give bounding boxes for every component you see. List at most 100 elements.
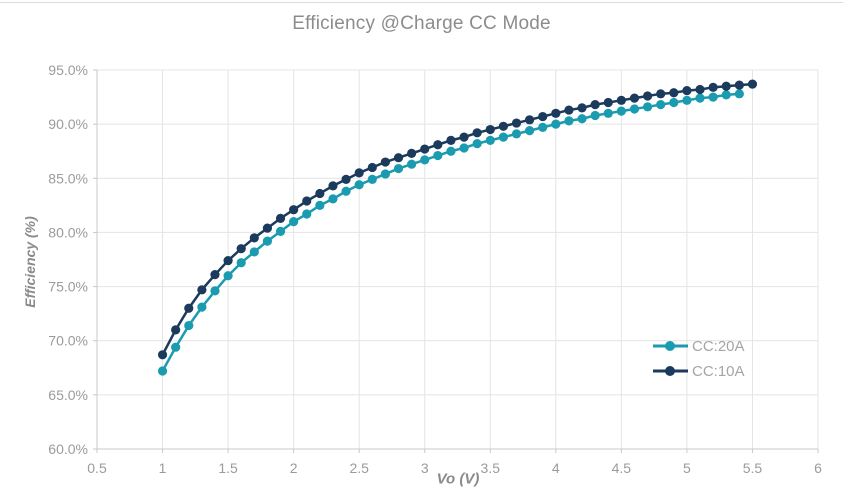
- series-marker-cc-20a: [249, 247, 259, 257]
- series-marker-cc-10a: [446, 135, 456, 145]
- series-marker-cc-20a: [708, 92, 718, 102]
- series-marker-cc-10a: [642, 91, 653, 101]
- series-marker-cc-20a: [603, 108, 613, 118]
- series-marker-cc-10a: [525, 115, 535, 125]
- series-marker-cc-10a: [721, 81, 731, 91]
- series-marker-cc-10a: [498, 121, 508, 131]
- series-marker-cc-20a: [485, 135, 495, 145]
- x-tick-label: 3.5: [481, 460, 501, 476]
- x-tick-label: 6: [814, 460, 822, 476]
- legend-label-cc-10a: CC:10A: [692, 363, 745, 380]
- x-tick-label: 5.5: [743, 460, 763, 476]
- series-marker-cc-20a: [551, 119, 561, 129]
- series-marker-cc-20a: [656, 100, 666, 110]
- x-tick-label: 1.5: [218, 460, 238, 476]
- series-marker-cc-20a: [669, 97, 679, 108]
- x-tick-label: 4.5: [612, 460, 632, 476]
- series-marker-cc-10a: [511, 118, 522, 128]
- series-marker-cc-10a: [367, 162, 377, 173]
- series-marker-cc-20a: [642, 102, 653, 112]
- series-marker-cc-20a: [171, 342, 181, 352]
- series-marker-cc-20a: [407, 159, 417, 169]
- y-tick-label: 95.0%: [48, 62, 88, 78]
- series-marker-cc-20a: [590, 110, 600, 121]
- x-tick-label: 0.5: [87, 460, 107, 476]
- y-tick-label: 60.0%: [48, 441, 88, 457]
- legend-marker-cc-10a: [665, 366, 675, 376]
- series-marker-cc-20a: [354, 180, 364, 190]
- series-marker-cc-10a: [315, 188, 325, 199]
- series-marker-cc-20a: [577, 114, 587, 124]
- series-marker-cc-20a: [328, 194, 338, 204]
- series-marker-cc-10a: [210, 270, 220, 280]
- series-marker-cc-20a: [223, 271, 233, 281]
- series-marker-cc-10a: [734, 80, 744, 90]
- y-tick-label: 80.0%: [48, 224, 88, 240]
- series-marker-cc-10a: [393, 153, 404, 163]
- series-marker-cc-20a: [721, 90, 731, 100]
- series-marker-cc-10a: [249, 233, 259, 243]
- x-tick-label: 4: [552, 460, 560, 476]
- series-marker-cc-10a: [564, 105, 574, 115]
- series-marker-cc-10a: [328, 181, 338, 191]
- series-marker-cc-10a: [223, 255, 233, 266]
- series-marker-cc-10a: [302, 196, 312, 206]
- series-marker-cc-10a: [590, 100, 600, 110]
- legend-marker-cc-20a: [665, 341, 675, 351]
- series-marker-cc-20a: [315, 200, 325, 210]
- x-axis-title: Vo (V): [436, 470, 480, 488]
- series-marker-cc-10a: [682, 85, 692, 96]
- series-marker-cc-10a: [538, 111, 548, 122]
- series-marker-cc-20a: [341, 186, 351, 196]
- series-marker-cc-20a: [564, 116, 574, 126]
- series-marker-cc-10a: [262, 223, 273, 233]
- series-marker-cc-20a: [734, 89, 744, 99]
- series-marker-cc-10a: [184, 303, 194, 313]
- series-marker-cc-20a: [236, 258, 246, 268]
- series-marker-cc-10a: [577, 103, 587, 113]
- series-marker-cc-20a: [380, 169, 390, 179]
- series-marker-cc-20a: [289, 217, 299, 227]
- series-marker-cc-10a: [236, 244, 246, 254]
- series-marker-cc-20a: [682, 95, 692, 105]
- series-marker-cc-20a: [210, 286, 220, 296]
- series-marker-cc-10a: [747, 79, 758, 89]
- series-marker-cc-20a: [511, 129, 522, 139]
- series-marker-cc-10a: [485, 124, 495, 135]
- series-marker-cc-10a: [656, 89, 666, 99]
- x-tick-label: 5: [683, 460, 691, 476]
- series-marker-cc-20a: [498, 132, 508, 142]
- series-marker-cc-10a: [459, 132, 469, 142]
- x-tick-label: 2: [290, 460, 298, 476]
- series-line-cc-10a: [161, 82, 753, 356]
- series-marker-cc-10a: [275, 213, 286, 223]
- y-tick-label: 90.0%: [48, 116, 88, 132]
- series-marker-cc-10a: [341, 174, 351, 184]
- x-tick-label: 1: [159, 460, 167, 476]
- series-marker-cc-10a: [695, 84, 705, 95]
- series-marker-cc-10a: [407, 148, 417, 158]
- y-tick-label: 85.0%: [48, 170, 88, 186]
- series-marker-cc-10a: [629, 93, 640, 103]
- series-marker-cc-10a: [289, 205, 299, 215]
- series-marker-cc-10a: [380, 157, 390, 167]
- series-marker-cc-20a: [367, 174, 377, 184]
- series-marker-cc-10a: [708, 82, 718, 92]
- series-marker-cc-20a: [695, 93, 705, 103]
- series-marker-cc-10a: [171, 325, 181, 335]
- series-marker-cc-20a: [616, 106, 626, 116]
- series-marker-cc-20a: [157, 366, 168, 376]
- series-marker-cc-10a: [603, 97, 613, 108]
- series-marker-cc-20a: [393, 163, 404, 174]
- y-tick-label: 75.0%: [48, 279, 88, 295]
- legend-label-cc-20a: CC:20A: [692, 338, 745, 355]
- series-marker-cc-10a: [420, 144, 430, 154]
- chart-title: Efficiency @Charge CC Mode: [292, 13, 551, 34]
- series-marker-cc-20a: [275, 226, 286, 236]
- series-marker-cc-20a: [459, 143, 469, 153]
- series-marker-cc-10a: [197, 285, 207, 295]
- series-marker-cc-10a: [616, 95, 626, 105]
- x-tick-label: 3: [421, 460, 429, 476]
- series-marker-cc-20a: [302, 209, 312, 219]
- series-marker-cc-10a: [472, 128, 482, 138]
